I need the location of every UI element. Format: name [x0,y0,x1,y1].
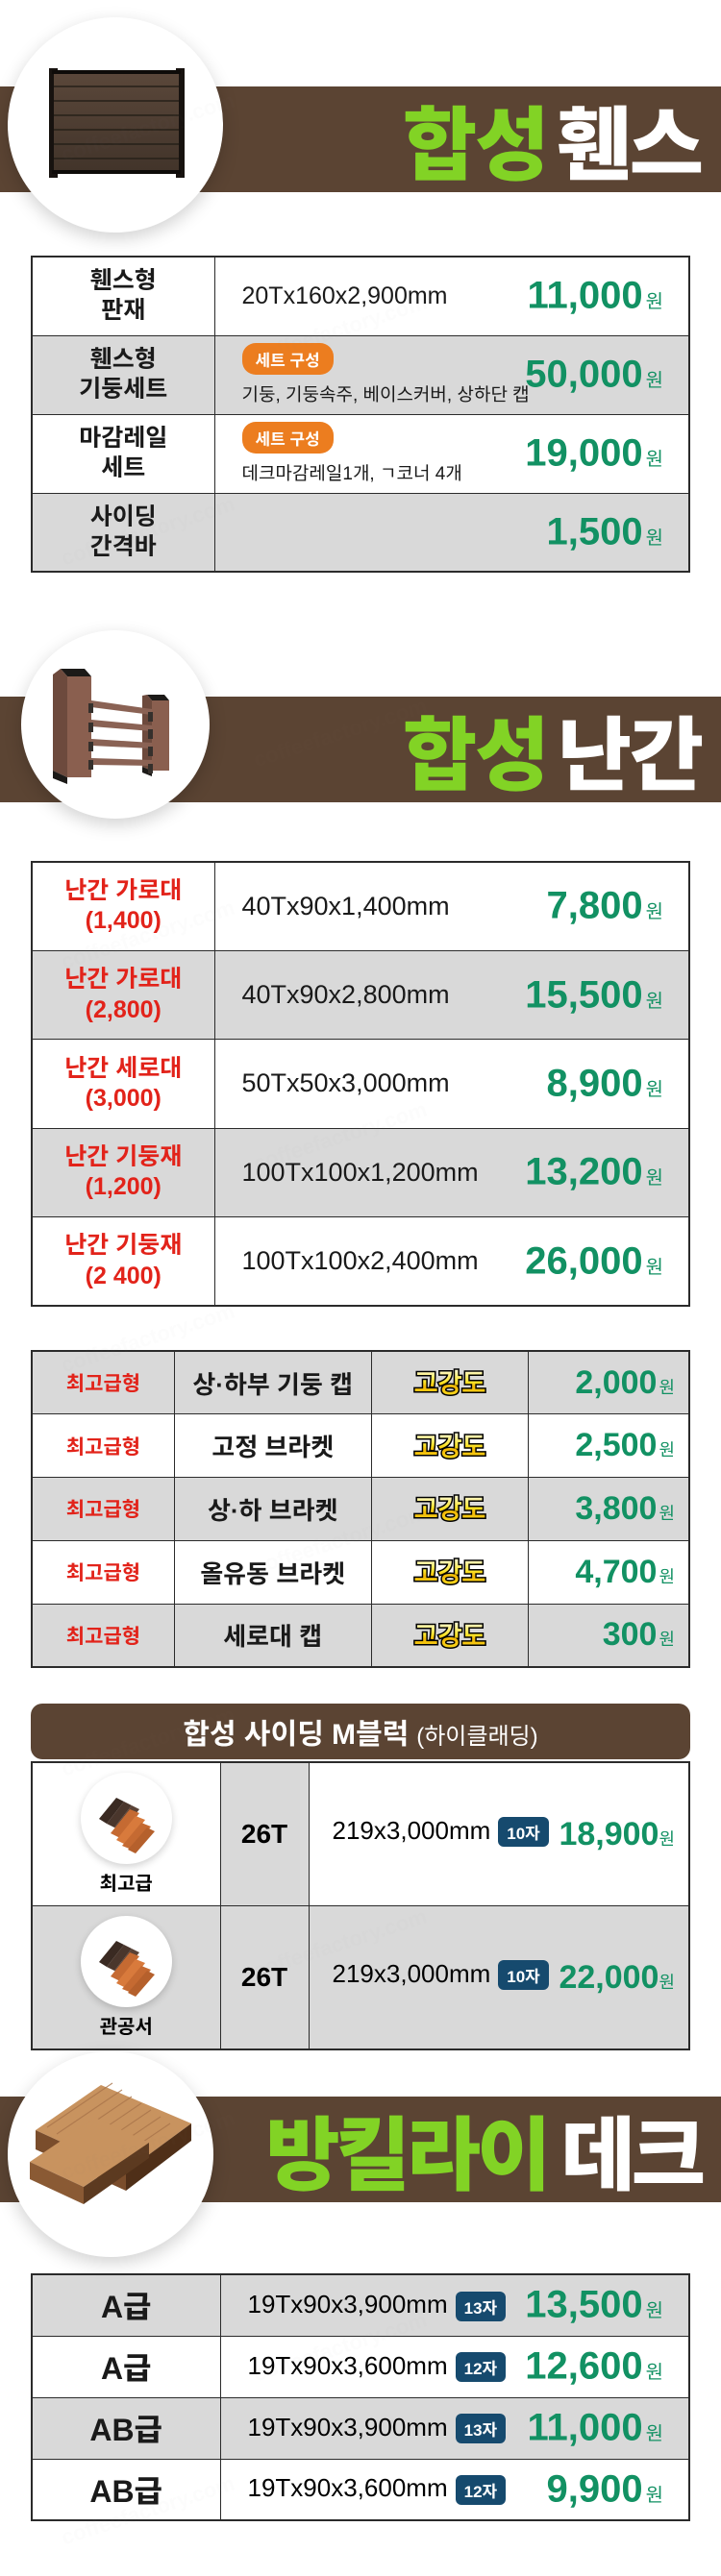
svg-text:고강도: 고강도 [413,1495,485,1524]
svg-text:고강도: 고강도 [413,1433,485,1461]
svg-text:고강도: 고강도 [413,1558,485,1587]
svg-text:고강도: 고강도 [413,1622,485,1651]
svg-text:고강도: 고강도 [413,1369,485,1398]
